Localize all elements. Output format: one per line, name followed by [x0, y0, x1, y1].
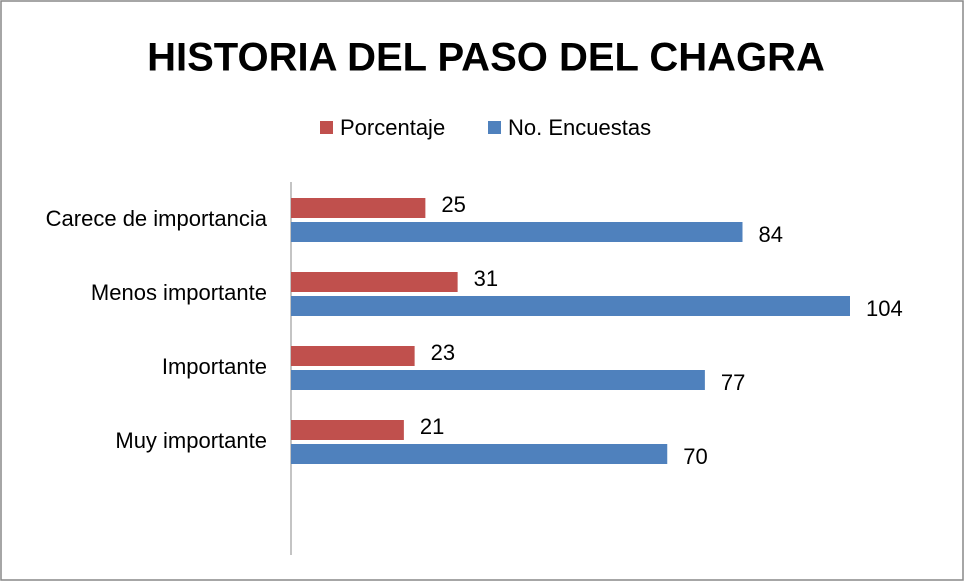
y-tick-label: Carece de importancia — [46, 206, 268, 231]
bar — [291, 272, 458, 292]
data-label: 84 — [759, 222, 783, 247]
data-label: 25 — [441, 192, 465, 217]
bar — [291, 370, 705, 390]
y-tick-label: Muy importante — [115, 428, 267, 453]
legend-swatch — [488, 121, 501, 134]
legend-swatch — [320, 121, 333, 134]
legend-label: Porcentaje — [340, 115, 445, 140]
chart-title: HISTORIA DEL PASO DEL CHAGRA — [147, 36, 825, 80]
bar — [291, 222, 743, 242]
data-label: 23 — [431, 340, 455, 365]
bar — [291, 444, 668, 464]
data-label: 104 — [866, 296, 903, 321]
data-label: 77 — [721, 370, 745, 395]
legend-label: No. Encuestas — [508, 115, 651, 140]
data-label: 31 — [474, 266, 498, 291]
y-tick-label: Importante — [162, 354, 267, 379]
bar — [291, 346, 415, 366]
data-label: 70 — [683, 444, 707, 469]
bar — [291, 198, 426, 218]
bar — [291, 296, 850, 316]
bar — [291, 420, 404, 440]
data-label: 21 — [420, 414, 444, 439]
y-tick-label: Menos importante — [91, 280, 267, 305]
